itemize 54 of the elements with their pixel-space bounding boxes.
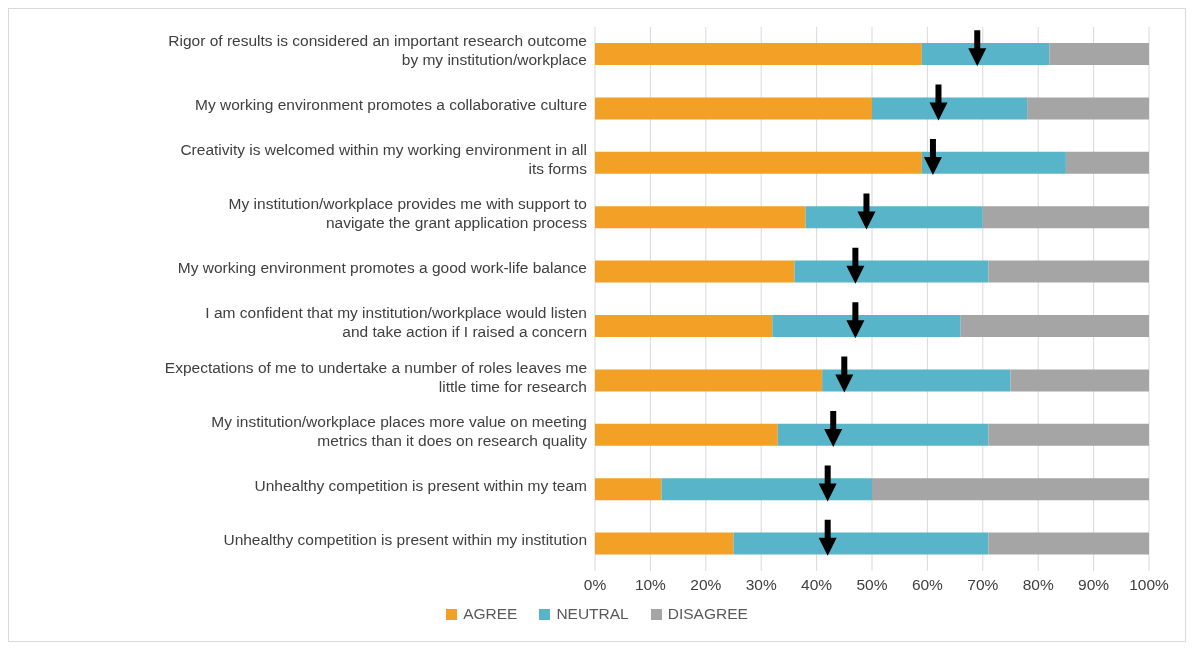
bar [982,206,1149,229]
bar [921,43,1050,65]
y-tick-label: My institution/workplace places more value on meeting metrics than it does on research quality [211,412,588,449]
y-tick-label: Rigor of results is considered an important research outcome by my institution/workplace [168,32,587,69]
y-tick-label: Expectations of me to undertake a number of roles leaves me little time for research [164,358,587,395]
bar [595,315,773,337]
y-tick-label: My working environment promotes a good work-life balance [177,259,587,277]
x-tick-label: 40% [801,576,833,594]
bar [1010,369,1149,392]
bar [794,260,989,283]
bar [595,478,662,501]
bar [960,315,1149,337]
x-tick-label: 70% [967,576,999,594]
bar [1065,151,1149,174]
bar [872,97,1028,120]
y-tick-label: My institution/workplace provides me with support to navigate the grant application process [228,195,588,232]
bar [595,423,778,446]
y-tick-label: My working environment promotes a collaborative culture [195,96,587,114]
bar [595,151,922,174]
bar [1049,43,1149,65]
legend-label: NEUTRAL [556,605,629,623]
y-tick-label: Unhealthy competition is present within my institution [223,531,587,549]
bar [988,260,1149,283]
bar [595,43,922,65]
x-tick-label: 90% [1078,576,1110,594]
x-tick-label: 100% [1129,576,1170,594]
bar [805,206,983,229]
x-tick-label: 50% [856,576,888,594]
bar [595,532,734,555]
bar [595,206,806,229]
bar [772,315,961,337]
bar [988,532,1149,555]
x-tick-label: 10% [634,576,667,594]
y-tick-label: Creativity is welcomed within my working environment in all its forms [180,140,588,177]
bar [661,478,872,501]
bar [595,97,872,120]
bar [822,369,1011,392]
bar [733,532,989,555]
legend-label: DISAGREE [667,605,748,623]
bar [921,151,1066,174]
x-tick-label: 30% [745,576,777,594]
x-tick-label: 60% [911,576,944,594]
y-tick-label: Unhealthy competition is present within my team [254,476,587,494]
legend-label: AGREE [463,605,518,623]
bar [777,423,989,446]
x-tick-label: 0% [583,576,607,594]
bar [595,260,795,283]
bar [1027,97,1149,120]
bar [595,369,823,392]
y-tick-label: I am confident that my institution/workplace would listen and take action if I raised a concern [205,304,587,341]
bar [872,478,1149,501]
x-tick-label: 80% [1022,576,1054,594]
bar [988,423,1149,446]
x-tick-label: 20% [690,576,722,594]
